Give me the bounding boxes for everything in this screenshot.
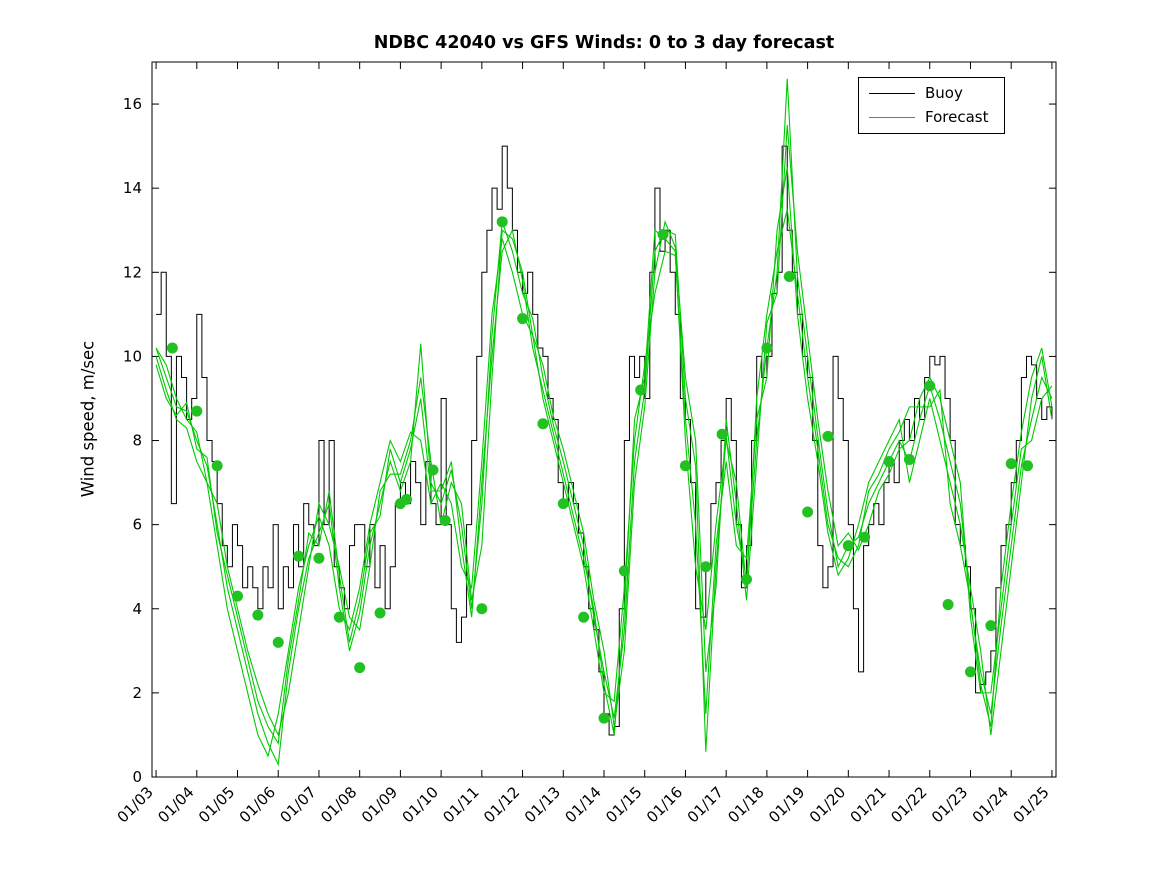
- x-tick-label: 01/25: [1009, 783, 1052, 826]
- forecast-marker: [439, 514, 451, 526]
- forecast-marker: [903, 453, 915, 465]
- x-tick-label: 01/24: [969, 783, 1012, 826]
- x-tick-label: 01/22: [887, 783, 930, 826]
- x-tick-label: 01/04: [154, 783, 197, 826]
- forecast-marker: [761, 342, 773, 354]
- x-tick-label: 01/03: [114, 783, 157, 826]
- x-tick-label: 01/09: [358, 783, 401, 826]
- x-tick-label: 01/14: [562, 783, 605, 826]
- forecast-marker: [598, 712, 610, 724]
- y-tick-label: 10: [123, 347, 142, 365]
- forecast-marker: [427, 464, 439, 476]
- forecast-marker: [578, 611, 590, 623]
- buoy-line-swatch: [869, 93, 915, 94]
- forecast-marker: [842, 540, 854, 552]
- x-tick-label: 01/17: [684, 783, 727, 826]
- forecast-marker: [211, 460, 223, 472]
- y-axis-label: Wind speed, m/sec: [78, 340, 98, 498]
- x-tick-label: 01/23: [928, 783, 971, 826]
- y-tick-label: 6: [132, 516, 142, 534]
- x-tick-label: 01/12: [480, 783, 523, 826]
- forecast-marker: [700, 561, 712, 573]
- forecast-marker: [635, 384, 647, 396]
- x-tick-label: 01/19: [765, 783, 808, 826]
- forecast-marker: [232, 590, 244, 602]
- y-tick-label: 0: [132, 768, 142, 786]
- x-tick-label: 01/13: [521, 783, 564, 826]
- legend: Buoy Forecast: [858, 77, 1006, 134]
- forecast-line-swatch: [869, 117, 915, 118]
- forecast-marker: [191, 405, 203, 417]
- x-tick-label: 01/05: [195, 783, 238, 826]
- x-tick-label: 01/11: [439, 783, 482, 826]
- forecast-series-line: [155, 125, 1053, 737]
- forecast-marker: [883, 456, 895, 468]
- x-tick-label: 01/16: [643, 783, 686, 826]
- forecast-marker: [496, 216, 508, 228]
- forecast-marker: [1021, 460, 1033, 472]
- x-tick-label: 01/15: [602, 783, 645, 826]
- forecast-marker: [964, 666, 976, 678]
- y-tick-label: 14: [123, 179, 142, 197]
- x-tick-label: 01/20: [806, 783, 849, 826]
- forecast-marker: [166, 342, 178, 354]
- forecast-marker: [333, 611, 345, 623]
- forecast-marker: [783, 271, 795, 282]
- forecast-marker: [293, 550, 305, 562]
- forecast-marker: [859, 531, 871, 543]
- forecast-marker: [354, 662, 366, 674]
- y-tick-label: 4: [132, 600, 142, 618]
- x-tick-label: 01/21: [847, 783, 890, 826]
- forecast-marker: [985, 620, 997, 632]
- forecast-marker: [802, 506, 814, 518]
- forecast-marker: [476, 603, 488, 615]
- legend-entry-forecast: Forecast: [869, 110, 988, 125]
- forecast-marker: [537, 418, 549, 430]
- forecast-marker: [657, 228, 669, 240]
- x-tick-label: 01/18: [724, 783, 767, 826]
- forecast-marker: [618, 565, 630, 577]
- forecast-marker: [313, 552, 325, 564]
- forecast-series-line: [155, 167, 1053, 758]
- x-tick-label: 01/10: [399, 783, 442, 826]
- y-tick-label: 8: [132, 432, 142, 450]
- forecast-marker: [822, 430, 834, 442]
- legend-label-buoy: Buoy: [925, 84, 963, 102]
- forecast-marker: [1005, 458, 1017, 470]
- y-tick-label: 16: [123, 95, 142, 113]
- forecast-marker: [374, 607, 386, 619]
- forecast-marker: [557, 498, 569, 510]
- forecast-marker: [679, 460, 691, 472]
- forecast-marker: [924, 380, 936, 392]
- legend-entry-buoy: Buoy: [869, 86, 988, 101]
- x-tick-label: 01/08: [317, 783, 360, 826]
- forecast-marker: [716, 428, 728, 440]
- legend-label-forecast: Forecast: [925, 108, 989, 126]
- y-tick-label: 2: [132, 684, 142, 702]
- x-tick-label: 01/06: [236, 783, 279, 826]
- forecast-marker: [942, 599, 954, 611]
- forecast-series-line: [155, 209, 1053, 746]
- forecast-marker: [252, 609, 264, 621]
- y-tick-label: 12: [123, 263, 142, 281]
- chart-title: NDBC 42040 vs GFS Winds: 0 to 3 day fore…: [373, 33, 835, 53]
- forecast-marker: [741, 573, 753, 585]
- forecast-marker: [272, 636, 284, 648]
- forecast-series-line: [155, 78, 1053, 767]
- x-tick-label: 01/07: [276, 783, 319, 826]
- forecast-marker: [517, 313, 529, 325]
- forecast-marker: [401, 493, 413, 505]
